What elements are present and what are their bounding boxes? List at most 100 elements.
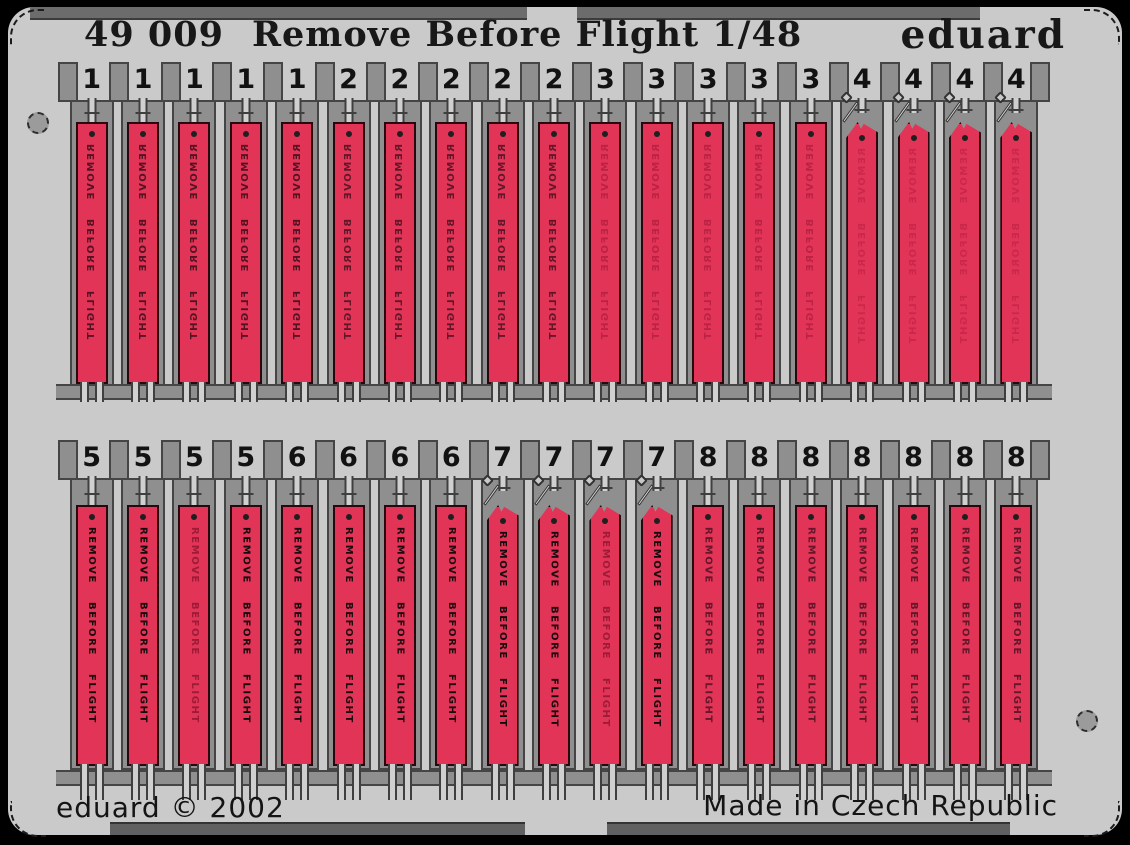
fret-slot: 7 REMOVE BEFORE FLIGHT: [468, 440, 528, 800]
bottom-stem: [182, 764, 192, 800]
top-edge-recess-left: [30, 7, 527, 20]
part-number-label: 3: [801, 64, 821, 95]
tag-text: REMOVE BEFORE FLIGHT: [137, 144, 149, 341]
attachment-stem: [597, 476, 613, 491]
part-number-label: 2: [339, 64, 358, 95]
fret-slot: 1 REMOVE BEFORE FLIGHT: [212, 62, 271, 402]
attachment-stem: [906, 476, 922, 507]
bottom-stem: [131, 382, 141, 402]
tag-text: REMOVE BEFORE FLIGHT: [343, 144, 355, 341]
tag-text: REMOVE BEFORE FLIGHT: [1010, 148, 1022, 345]
bottom-stem: [865, 764, 875, 800]
grommet-hole: [653, 131, 660, 137]
grommet-hole: [396, 131, 403, 137]
part-number-label: 3: [750, 64, 769, 95]
bottom-stem: [336, 764, 346, 800]
tag-text: REMOVE BEFORE FLIGHT: [856, 527, 868, 724]
part-number-label: 1: [82, 64, 102, 95]
attachment-stem: [854, 98, 870, 113]
remove-before-flight-tag: REMOVE BEFORE FLIGHT: [127, 122, 160, 384]
pennant-tag-body: [537, 505, 570, 766]
catalog-number: 49 009: [84, 14, 224, 55]
part-number-label: 6: [339, 442, 358, 473]
attachment-stem: [392, 98, 408, 124]
remove-before-flight-tag: REMOVE BEFORE FLIGHT: [840, 91, 879, 384]
tag-text: REMOVE BEFORE FLIGHT: [497, 531, 509, 728]
grommet-hole: [140, 514, 147, 520]
remove-before-flight-tag: REMOVE BEFORE FLIGHT: [383, 505, 416, 766]
remove-before-flight-tag: REMOVE BEFORE FLIGHT: [281, 505, 314, 766]
bottom-stem: [248, 764, 258, 800]
remove-before-flight-tag: REMOVE BEFORE FLIGHT: [383, 122, 416, 384]
fret-slot: 8 REMOVE BEFORE FLIGHT: [725, 440, 785, 800]
bottom-stem: [300, 382, 310, 402]
tag-text: REMOVE BEFORE FLIGHT: [240, 527, 252, 724]
attachment-stem: [906, 98, 922, 113]
part-number-label: 7: [647, 442, 667, 473]
fret-slot: 7 REMOVE BEFORE FLIGHT: [622, 440, 682, 800]
bottom-stem: [351, 764, 361, 800]
tag-text: REMOVE BEFORE FLIGHT: [86, 144, 98, 341]
fret-slot: 2 REMOVE BEFORE FLIGHT: [314, 62, 374, 402]
fret-slot: 5 REMOVE BEFORE FLIGHT: [57, 440, 117, 800]
tag-text: REMOVE BEFORE FLIGHT: [548, 531, 560, 728]
grommet-hole: [294, 131, 301, 137]
part-number-label: 6: [390, 442, 410, 473]
grommet-hole: [345, 514, 352, 520]
bottom-stem: [1019, 382, 1029, 402]
remove-before-flight-tag: REMOVE BEFORE FLIGHT: [532, 474, 570, 766]
tag-text: REMOVE BEFORE FLIGHT: [959, 148, 971, 345]
tag-text: REMOVE BEFORE FLIGHT: [188, 527, 200, 724]
grommet-hole: [550, 518, 557, 524]
bottom-stem: [798, 764, 808, 800]
bottom-stem: [644, 764, 654, 800]
bottom-stem: [79, 764, 89, 800]
attachment-stem: [751, 476, 767, 507]
remove-before-flight-tag: REMOVE BEFORE FLIGHT: [943, 91, 981, 384]
attachment-stem: [649, 476, 665, 491]
part-number-label: 5: [185, 442, 204, 473]
grommet-hole: [961, 514, 968, 520]
corner-cutline-top-left: [10, 9, 46, 45]
attachment-stem: [186, 476, 202, 507]
attachment-stem: [289, 476, 305, 507]
remove-before-flight-tag: REMOVE BEFORE FLIGHT: [640, 122, 673, 384]
bottom-stem: [490, 764, 500, 800]
grommet-hole: [602, 518, 609, 524]
grommet-hole: [807, 514, 814, 520]
remove-before-flight-tag: REMOVE BEFORE FLIGHT: [435, 122, 468, 384]
bottom-stem: [300, 764, 310, 800]
fret-slot: 2 REMOVE BEFORE FLIGHT: [366, 62, 425, 402]
fret-slot: 8 REMOVE BEFORE FLIGHT: [879, 440, 939, 800]
bottom-stem: [505, 382, 515, 402]
tag-text: REMOVE BEFORE FLIGHT: [291, 144, 303, 341]
part-number-label: 3: [595, 64, 615, 95]
remove-before-flight-tag: REMOVE BEFORE FLIGHT: [948, 505, 981, 766]
bottom-stem: [454, 382, 464, 402]
bottom-stem: [285, 382, 295, 402]
part-number-label: 8: [750, 442, 769, 473]
grommet-hole: [191, 131, 198, 137]
part-number-label: 5: [82, 442, 102, 473]
bottom-stem: [608, 382, 618, 402]
fret-slot: 4 REMOVE BEFORE FLIGHT: [931, 62, 990, 402]
bottom-stem: [747, 382, 757, 402]
remove-before-flight-tag: REMOVE BEFORE FLIGHT: [229, 505, 262, 766]
attachment-stem: [443, 476, 459, 507]
remove-before-flight-tag: REMOVE BEFORE FLIGHT: [486, 122, 519, 384]
remove-before-flight-tag: REMOVE BEFORE FLIGHT: [178, 122, 211, 384]
fret-slot: 4 REMOVE BEFORE FLIGHT: [828, 62, 888, 402]
grommet-hole: [756, 514, 763, 520]
remove-before-flight-tag: REMOVE BEFORE FLIGHT: [75, 122, 108, 384]
bottom-stem: [197, 382, 207, 402]
attachment-stem: [597, 98, 613, 124]
remove-before-flight-tag: REMOVE BEFORE FLIGHT: [1000, 505, 1033, 766]
fret-slot: 5 REMOVE BEFORE FLIGHT: [109, 440, 168, 800]
fret-slot: 5 REMOVE BEFORE FLIGHT: [212, 440, 271, 800]
remove-before-flight-tag: REMOVE BEFORE FLIGHT: [743, 505, 776, 766]
tag-text: REMOVE BEFORE FLIGHT: [137, 527, 149, 724]
bottom-stem: [762, 382, 772, 402]
pennant-tag-body: [846, 122, 879, 384]
grommet-hole: [499, 131, 506, 137]
grommet-hole: [910, 135, 917, 141]
